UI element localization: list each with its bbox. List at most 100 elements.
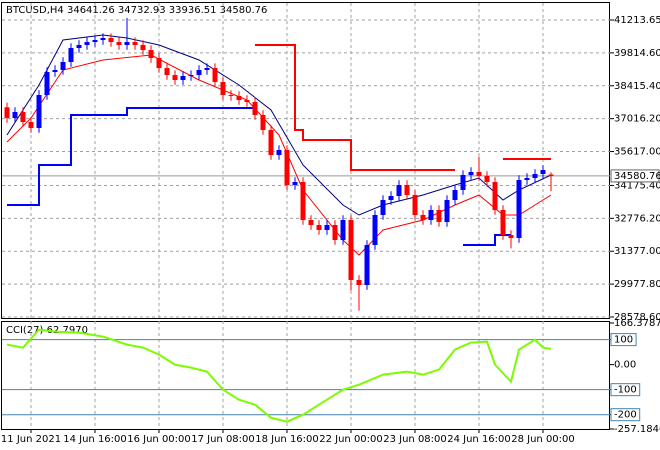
candle-body [148,50,154,59]
candle-body [284,150,290,186]
candle-body [276,150,282,156]
indicator-line [7,106,255,207]
candle-body [164,68,170,76]
candle-body [532,174,538,178]
x-tick-label: 28 Jun 00:00 [511,434,575,445]
candle-body [484,176,490,182]
candle-body [428,209,434,221]
y-tick-label: 32776.20 [614,213,660,224]
candle-body [76,45,82,49]
x-tick-label: 18 Jun 16:00 [255,434,319,445]
candle-body [324,225,330,230]
indicator-line [6,54,552,256]
candle-body [156,58,162,69]
candle-body [412,194,418,215]
y-tick-label: 28578.60 [614,312,660,323]
candle-body [172,75,178,81]
candle-body [460,175,466,191]
candle-body [436,209,442,223]
candle-body [468,172,474,176]
candle-body [36,94,42,129]
cci-line [6,328,552,423]
candle-body [132,42,138,46]
y-tick-label: 37016.20 [614,114,660,125]
y-tick-label: 166.3787 [614,318,660,329]
level-label-box [610,408,641,422]
candle-body [492,181,498,210]
candle-body [292,181,298,186]
candle-body [452,190,458,201]
candle-body [548,174,554,176]
candle-body [516,179,522,239]
candle-body [540,170,546,175]
candle-body [68,48,74,62]
y-tick-label: 29977.80 [614,279,660,290]
candle-body [380,200,386,215]
x-tick-label: 17 Jun 08:00 [191,434,255,445]
candle-body [420,214,426,221]
chart-title: BTCUSD,H4 34641.26 34732.93 33936.51 345… [6,5,267,16]
candle-body [332,225,338,241]
candle-body [508,235,514,239]
candle-body [52,70,58,73]
price-frame [1,2,610,319]
x-tick-label: 16 Jun 00:00 [127,434,191,445]
x-tick-label: 23 Jun 08:00 [383,434,447,445]
candle-body [4,107,10,119]
candle-body [476,172,482,177]
candle-body [92,40,98,43]
last-price-box [610,169,660,183]
candle-body [188,75,194,77]
candle-body [300,181,306,221]
y-tick-label: 41213.65 [614,15,660,26]
y-tick-label: 35617.00 [614,147,660,158]
y-tick-label: -100 [614,385,637,396]
candle-body [500,209,506,236]
y-tick-label: -257.1846 [614,424,660,435]
candle-body [308,220,314,226]
candle-body [372,214,378,245]
candle-body [268,130,274,156]
candle-body [348,220,354,280]
y-tick-label: 100 [614,335,633,346]
y-tick-label: 31377.00 [614,246,660,257]
candle-body [252,102,258,116]
x-tick-label: 11 Jun 2021 [1,434,61,445]
candle-body [524,177,530,180]
candle-body [100,38,106,41]
indicator-line [255,44,455,172]
candle-body [228,94,234,97]
candle-body [236,96,242,101]
candle-body [108,38,114,43]
candle-body [12,111,18,119]
candle-body [260,115,266,131]
x-tick-label: 14 Jun 16:00 [63,434,127,445]
cci-frame [1,321,610,430]
candle-body [28,122,34,129]
y-tick-label: 39814.60 [614,48,660,59]
candle-body [196,70,202,76]
candle-body [204,68,210,71]
candle-body [388,196,394,201]
x-tick-label: 24 Jun 16:00 [447,434,511,445]
candle-body [316,225,322,230]
candle-body [180,76,186,81]
candle-body [404,185,410,195]
candle-body [60,61,66,71]
candle-body [124,42,130,46]
candle-body [356,279,362,285]
x-tick-label: 22 Jun 00:00 [319,434,383,445]
candle-body [364,244,370,285]
candle-body [220,82,226,95]
level-label-box [610,383,641,397]
candle-body [340,220,346,241]
candle-body [140,45,146,51]
level-label-box [610,333,637,347]
candle-body [44,72,50,95]
candle-body [20,111,26,123]
y-tick-label: 0.00 [614,360,636,371]
candle-body [212,68,218,83]
last-price-label: 34580.76 [614,171,660,182]
